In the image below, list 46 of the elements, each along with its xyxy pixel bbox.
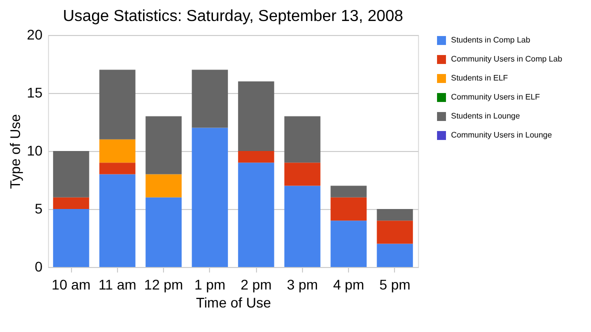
- bar: [192, 128, 228, 267]
- x-axis-title: Time of Use: [196, 294, 272, 310]
- chart-title: Usage Statistics: Saturday, September 13, 2008: [62, 8, 404, 25]
- x-tick-label: 3 pm: [286, 276, 318, 292]
- bar: [146, 116, 182, 174]
- y-tick-label: 10: [26, 142, 43, 158]
- bar: [99, 162, 136, 174]
- x-tick-label: 10 am: [52, 276, 91, 292]
- bar: [330, 186, 367, 198]
- legend-label: Community Users in ELF: [451, 92, 540, 102]
- bar: [53, 209, 90, 267]
- bar: [146, 174, 182, 198]
- y-tick-label: 5: [34, 200, 43, 216]
- bar: [284, 186, 320, 267]
- bar: [238, 151, 274, 163]
- bar: [99, 174, 136, 267]
- x-tick-label: 1 pm: [194, 276, 226, 292]
- bar: [238, 162, 274, 267]
- legend-label: Students in ELF: [451, 74, 508, 82]
- x-tick-label: 12 pm: [144, 276, 184, 292]
- bar: [53, 151, 90, 198]
- bar: [146, 197, 182, 267]
- bar: [284, 116, 320, 163]
- y-tick-label: 20: [26, 26, 43, 42]
- x-tick-label: 2 pm: [240, 276, 272, 292]
- y-tick-label: 0: [34, 258, 43, 274]
- bar: [330, 197, 367, 221]
- bar: [99, 139, 136, 163]
- bar: [99, 70, 136, 140]
- legend-label: Students in Lounge: [451, 112, 520, 120]
- bar: [192, 70, 228, 128]
- bar: [284, 162, 320, 186]
- x-tick-label: 4 pm: [333, 276, 364, 292]
- bar: [53, 197, 90, 209]
- bar: [376, 244, 413, 267]
- legend-label: Students in Comp Lab: [451, 36, 531, 44]
- bar: [376, 220, 413, 244]
- x-tick-label: 5 pm: [379, 276, 410, 292]
- legend-label: Community Users in Lounge: [451, 130, 552, 140]
- x-tick-label: 11 am: [98, 276, 136, 292]
- bar: [238, 81, 274, 151]
- y-axis-title: Type of Use: [6, 114, 23, 189]
- bar: [376, 209, 413, 221]
- bar: [330, 220, 367, 267]
- y-tick-label: 15: [26, 84, 43, 100]
- legend-label: Community Users in Comp Lab: [451, 54, 563, 64]
